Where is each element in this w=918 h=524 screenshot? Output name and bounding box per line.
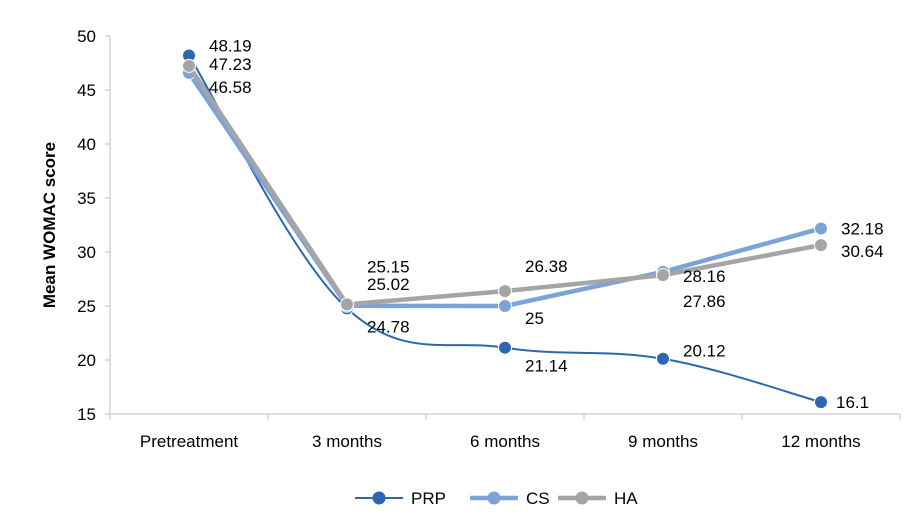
data-label-cs: 25.02	[367, 275, 410, 294]
series-line-cs	[187, 71, 822, 309]
legend-label-prp: PRP	[411, 489, 446, 508]
data-point-prp	[814, 395, 828, 410]
series-line-prp	[188, 55, 822, 404]
data-point-cs	[814, 221, 828, 236]
data-point-prp	[498, 340, 512, 355]
legend-label-cs: CS	[526, 489, 550, 508]
data-label-ha: 30.64	[841, 242, 884, 261]
x-tick-label: 9 months	[628, 432, 698, 451]
data-point-ha	[498, 284, 512, 299]
y-tick-label: 40	[77, 135, 96, 154]
x-tick-label: Pretreatment	[140, 432, 239, 451]
data-label-ha: 27.86	[683, 292, 726, 311]
data-label-cs: 25	[525, 309, 544, 328]
data-point-ha	[182, 58, 196, 73]
x-tick-label: 3 months	[312, 432, 382, 451]
legend: PRP CS HA	[355, 489, 638, 508]
data-label-cs: 46.58	[209, 78, 252, 97]
x-tick-label: 12 months	[781, 432, 860, 451]
data-label-prp: 48.19	[209, 37, 252, 56]
data-point-ha	[814, 238, 828, 253]
x-tick-label: 6 months	[470, 432, 540, 451]
y-tick-labels: 15 20 25 30 35 40 45 50	[77, 27, 110, 424]
data-point-ha	[656, 268, 670, 283]
data-label-ha: 26.38	[525, 257, 568, 276]
y-axis-title: Mean WOMAC score	[40, 142, 59, 308]
data-point-ha	[340, 297, 354, 312]
y-tick-label: 50	[77, 27, 96, 46]
data-label-prp: 21.14	[525, 357, 568, 376]
y-tick-label: 20	[77, 351, 96, 370]
legend-marker-cs	[487, 491, 501, 505]
y-tick-label: 45	[77, 81, 96, 100]
series-line-ha	[187, 64, 822, 307]
axes	[109, 36, 900, 415]
x-tick-labels: Pretreatment 3 months 6 months 9 months 12 m…	[109, 414, 901, 451]
data-label-ha: 47.23	[209, 55, 252, 74]
data-label-prp: 24.78	[367, 317, 410, 336]
legend-marker-ha	[575, 491, 589, 505]
y-tick-label: 30	[77, 243, 96, 262]
series-layer	[182, 48, 828, 410]
y-tick-label: 25	[77, 297, 96, 316]
data-label-prp: 20.12	[683, 342, 726, 361]
data-point-cs	[498, 299, 512, 313]
data-label-layer: 48.19 24.78 21.14 20.12 16.1 46.58 25.02 25 28.1…	[209, 37, 884, 413]
data-point-prp	[656, 351, 670, 366]
data-label-prp: 16.1	[836, 393, 869, 412]
data-label-cs: 32.18	[841, 219, 884, 238]
data-label-ha: 25.15	[367, 257, 410, 276]
legend-marker-prp	[372, 491, 386, 505]
legend-label-ha: HA	[614, 489, 638, 508]
y-tick-label: 15	[77, 405, 96, 424]
y-tick-label: 35	[77, 189, 96, 208]
data-label-cs: 28.16	[683, 267, 726, 286]
